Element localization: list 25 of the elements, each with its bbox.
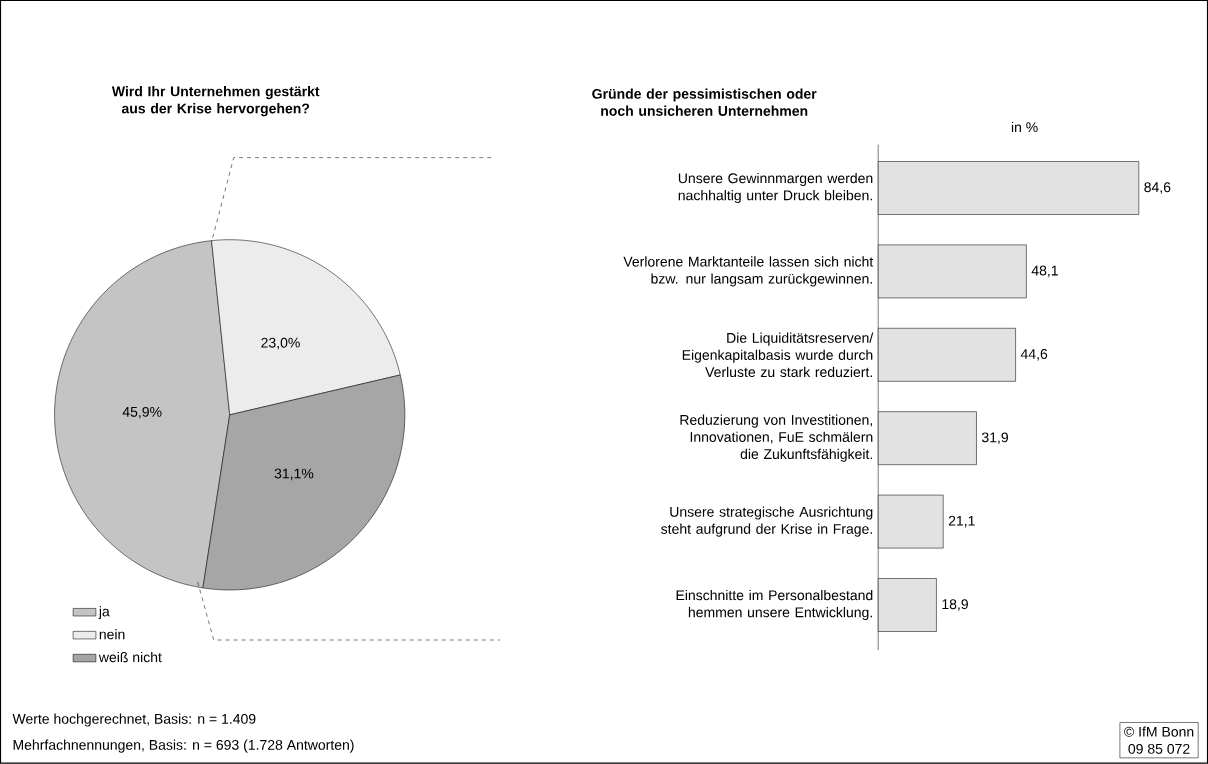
text: © IfM Bonn xyxy=(1124,726,1194,737)
data-label: 18,9 xyxy=(942,599,968,611)
data-label: 44,6 xyxy=(1020,349,1048,361)
legend-label: ja xyxy=(98,606,110,620)
y-tick-label: Unsere strategische Ausrichtung steht aufgrund der Krise in Frage. xyxy=(661,506,873,537)
chart-title: Wird Ihr Unternehmen gestärkt aus der Krise hervorgehen? xyxy=(111,86,320,117)
data-label: 31,9 xyxy=(981,432,1008,445)
text: Gründe der pessimistischen oder noch unsicheren Unternehmen xyxy=(592,88,817,117)
y-tick-label: Unsere Gewinnmargen werden nachhaltig unter Druck bleiben. xyxy=(678,173,873,204)
y-tick-label: Reduzierung von Investitionen, Innovationen, FuE schmälern die Zukunftsfähigkeit. xyxy=(680,414,873,462)
data-label: 48,1 xyxy=(1031,265,1058,278)
text: 09 85 072 xyxy=(1128,744,1190,755)
data-label: 21,1 xyxy=(948,515,975,528)
legend-label: weiß nicht xyxy=(98,652,162,663)
text: Werte hochgerechnet, Basis: n = 1.409 xyxy=(12,713,256,727)
x-axis-title: in % xyxy=(1011,122,1038,133)
data-label: 84,6 xyxy=(1144,182,1171,194)
y-tick-label: Die Liquiditätsreserven/ Eigenkapitalbasis wurde durch Verluste zu stark reduziert. xyxy=(682,332,874,378)
text: Mehrfachnennungen, Basis: n = 693 (1.728 Antworten) xyxy=(13,739,354,753)
data-label: 23,0% xyxy=(261,337,300,350)
y-tick-label: Einschnitte im Personalbestand hemmen unsere Entwicklung. xyxy=(676,590,873,621)
data-label: 31,1% xyxy=(274,468,314,481)
y-tick-label: Verlorene Marktanteile lassen sich nicht bzw. nur langsam zurückgewinnen. xyxy=(623,256,874,287)
data-label: 45,9% xyxy=(122,407,162,419)
legend-label: nein xyxy=(99,629,125,640)
